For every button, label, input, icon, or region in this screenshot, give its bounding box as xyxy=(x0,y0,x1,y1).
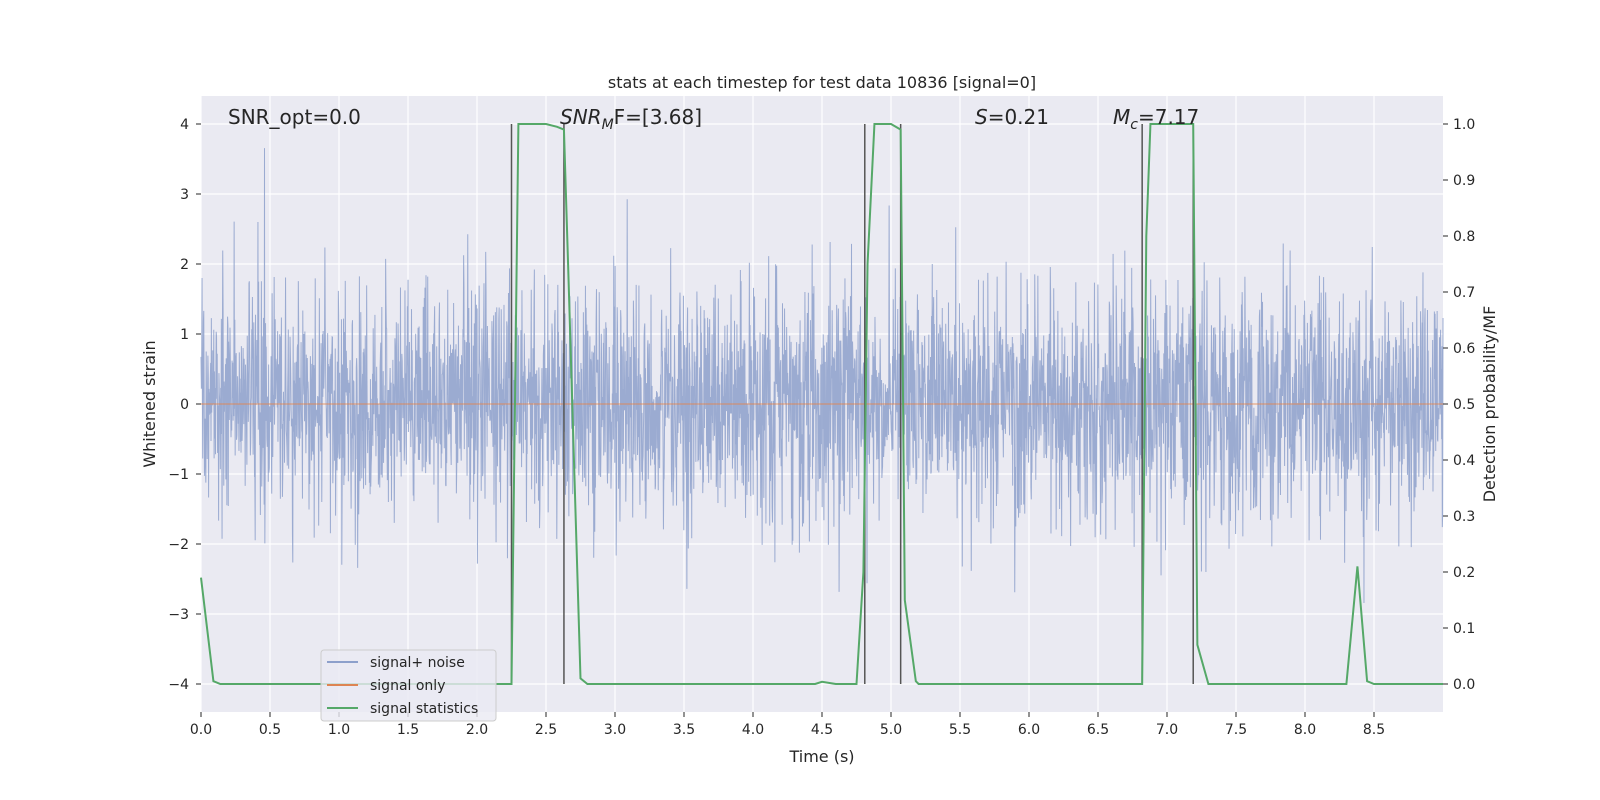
chart-title: stats at each timestep for test data 108… xyxy=(608,73,1036,92)
x-tick-label-14: 7.0 xyxy=(1156,722,1178,738)
y-left-tick-label-7: −3 xyxy=(168,607,189,623)
legend-box xyxy=(320,649,497,722)
x-axis-label: Time (s) xyxy=(788,747,854,766)
y-right-tick-label-0: 1.0 xyxy=(1453,117,1475,133)
y-right-tick-label-2: 0.8 xyxy=(1453,229,1475,245)
y-right-tick-label-4: 0.6 xyxy=(1453,341,1475,357)
y-right-tick-label-8: 0.2 xyxy=(1453,565,1475,581)
x-tick-label-2: 1.0 xyxy=(328,722,350,738)
y-left-tick-label-6: −2 xyxy=(168,537,189,553)
y-right-tick-label-10: 0.0 xyxy=(1453,677,1475,693)
y-right-tick-label-3: 0.7 xyxy=(1453,285,1475,301)
stats-series xyxy=(200,123,1443,685)
x-tick-label-4: 2.0 xyxy=(466,722,488,738)
y-right-tick-label-1: 0.9 xyxy=(1453,173,1475,189)
x-tick-label-5: 2.5 xyxy=(535,722,557,738)
y-left-tick-label-4: 0 xyxy=(180,397,189,413)
x-tick-label-15: 7.5 xyxy=(1225,722,1247,738)
y-left-tick-label-5: −1 xyxy=(168,467,189,483)
x-tick-label-13: 6.5 xyxy=(1087,722,1109,738)
x-tick-label-12: 6.0 xyxy=(1018,722,1040,738)
y-right-tick-label-6: 0.4 xyxy=(1453,453,1475,469)
legend-label-signal-noise: signal+ noise xyxy=(370,655,465,671)
y-left-tick-label-1: 3 xyxy=(180,187,189,203)
x-axis: 0.0 0.5 1.0 1.5 2.0 2.5 3.0 3.5 4.0 4.5 5.0 5.5 6.0 6… xyxy=(190,712,1385,738)
y-axis-left: 4 3 2 1 0 −1 −2 −3 −4 xyxy=(168,117,201,693)
x-tick-label-3: 1.5 xyxy=(397,722,419,738)
y-left-tick-label-2: 2 xyxy=(180,257,189,273)
y-left-tick-label-0: 4 xyxy=(180,117,189,133)
x-tick-label-6: 3.0 xyxy=(604,722,626,738)
y-right-tick-label-7: 0.3 xyxy=(1453,509,1475,525)
x-tick-label-1: 0.5 xyxy=(259,722,281,738)
x-tick-label-7: 3.5 xyxy=(673,722,695,738)
noise-series xyxy=(200,148,1444,603)
series-signal-statistics-line xyxy=(200,123,1443,685)
y-right-tick-label-9: 0.1 xyxy=(1453,621,1475,637)
legend: signal+ noise signal only signal statist… xyxy=(320,649,497,722)
legend-label-signal-statistics: signal statistics xyxy=(370,701,478,717)
legend-label-signal-only: signal only xyxy=(370,678,445,694)
x-tick-label-8: 4.0 xyxy=(742,722,764,738)
x-tick-label-10: 5.0 xyxy=(880,722,902,738)
annotation-snr-opt: SNR_opt=0.0 xyxy=(228,105,361,129)
series-signal-noise-line xyxy=(200,148,1444,603)
y-axis-left-label: Whitened strain xyxy=(140,340,159,467)
x-tick-label-17: 8.5 xyxy=(1363,722,1385,738)
x-tick-label-16: 8.0 xyxy=(1294,722,1316,738)
x-tick-label-0: 0.0 xyxy=(190,722,212,738)
annotation-s: S=0.21 xyxy=(975,105,1049,129)
annotation-snr-mf: SNRMF=[3.68] xyxy=(560,105,702,133)
y-left-tick-label-8: −4 xyxy=(168,677,189,693)
x-tick-label-9: 4.5 xyxy=(811,722,833,738)
x-tick-label-11: 5.5 xyxy=(949,722,971,738)
annotation-mc: Mc=7.17 xyxy=(1113,105,1199,133)
y-axis-right: 1.0 0.9 0.8 0.7 0.6 0.5 0.4 0.3 0.2 0.1 0.0 xyxy=(1443,117,1475,693)
y-left-tick-label-3: 1 xyxy=(180,327,189,343)
y-axis-right-label: Detection probability/MF xyxy=(1480,306,1499,503)
y-right-tick-label-5: 0.5 xyxy=(1453,397,1475,413)
